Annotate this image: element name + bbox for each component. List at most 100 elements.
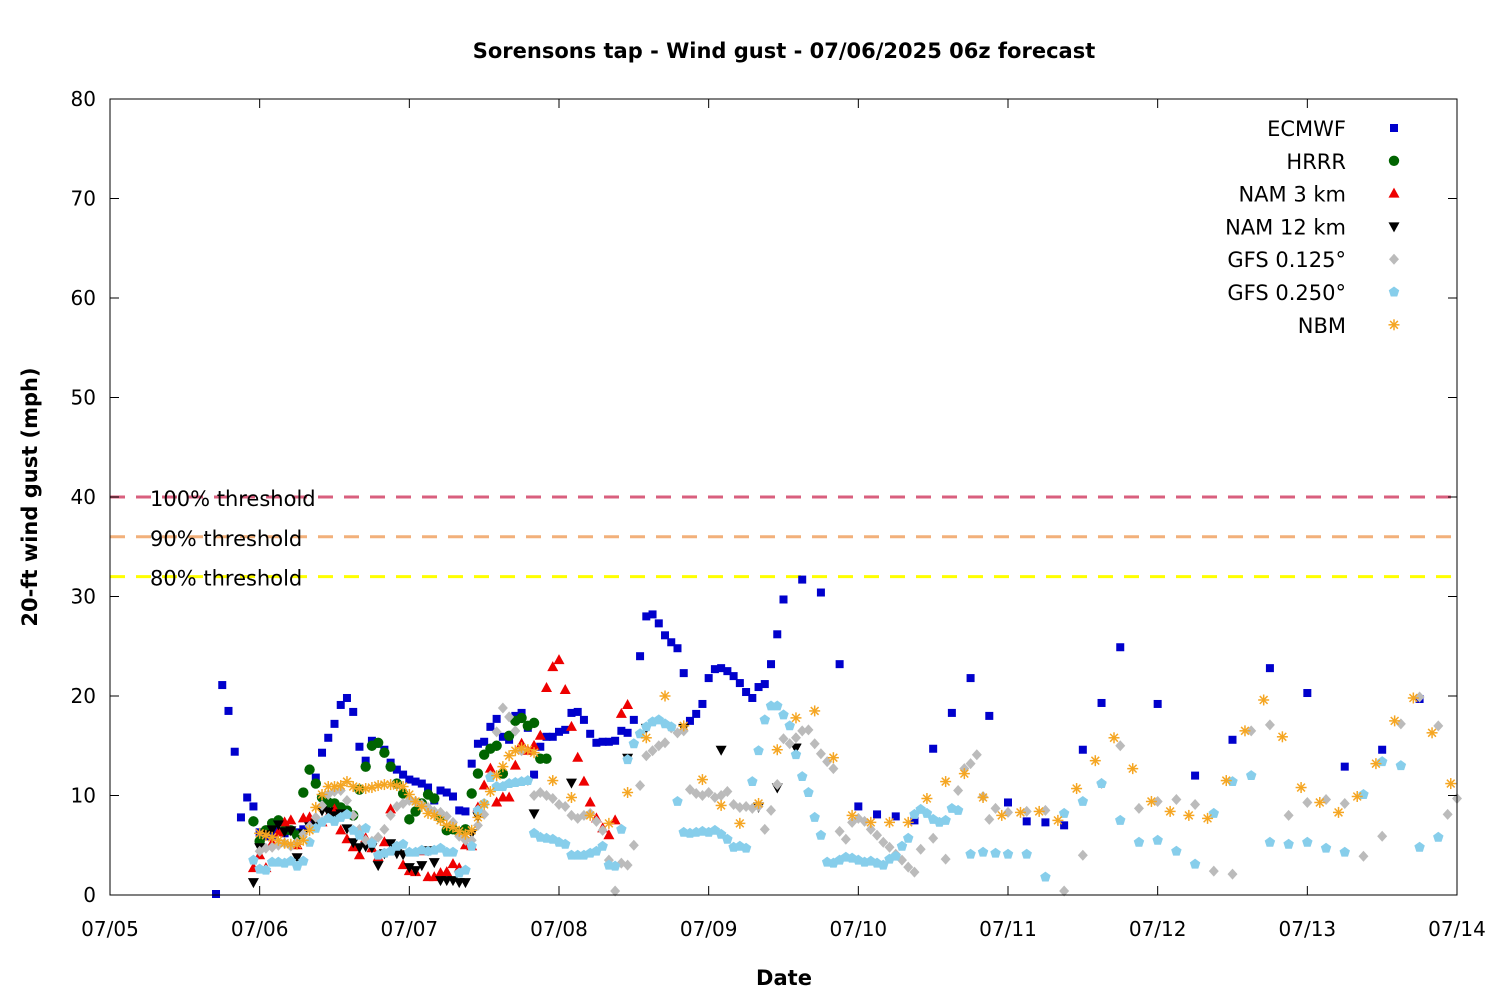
data-point	[1077, 849, 1088, 861]
x-tick-label: 07/13	[1279, 917, 1337, 941]
data-point	[236, 813, 245, 822]
data-point	[734, 817, 746, 829]
data-point	[760, 680, 769, 689]
data-point	[603, 829, 615, 840]
data-point	[1116, 643, 1125, 652]
data-point	[1127, 763, 1139, 775]
y-tick-label: 30	[71, 585, 96, 609]
data-point	[1041, 818, 1050, 827]
data-point	[410, 806, 421, 817]
data-point	[872, 829, 883, 841]
data-point	[567, 708, 576, 717]
y-tick-label: 20	[71, 684, 96, 708]
data-point	[617, 726, 626, 735]
data-point	[1303, 689, 1312, 698]
data-point	[636, 652, 645, 661]
data-point	[715, 828, 727, 839]
legend-label: GFS 0.125°	[1227, 248, 1346, 272]
data-point	[553, 654, 565, 665]
data-points	[212, 575, 1462, 899]
data-point	[347, 824, 359, 835]
data-point	[504, 711, 515, 723]
data-point	[1333, 806, 1345, 818]
data-point	[366, 837, 378, 848]
data-point	[416, 861, 428, 872]
data-point	[447, 821, 459, 833]
data-point	[503, 750, 515, 762]
data-point	[497, 702, 508, 714]
data-point	[771, 744, 783, 756]
x-tick-label: 07/06	[231, 917, 289, 941]
data-point	[1264, 836, 1276, 847]
data-point	[466, 824, 478, 836]
data-point	[628, 839, 639, 851]
data-point	[1096, 778, 1107, 789]
data-point	[243, 793, 252, 802]
data-point	[890, 850, 901, 861]
data-point	[635, 780, 646, 792]
data-point	[361, 756, 370, 765]
data-point	[322, 807, 334, 818]
data-point	[1097, 698, 1106, 707]
data-point	[378, 836, 390, 847]
data-point	[510, 725, 521, 737]
data-point	[304, 764, 315, 775]
data-point	[336, 700, 345, 709]
data-point	[372, 737, 384, 748]
data-point	[1302, 836, 1313, 847]
legend-marker	[1388, 286, 1400, 297]
data-point	[1078, 745, 1087, 754]
data-point	[965, 758, 976, 770]
data-point	[472, 811, 484, 823]
data-point	[809, 738, 820, 750]
data-point	[634, 728, 646, 739]
x-tick-label: 07/14	[1428, 917, 1486, 941]
data-point	[672, 795, 683, 806]
data-point	[660, 737, 671, 749]
data-point	[304, 824, 316, 836]
data-point	[435, 814, 447, 826]
data-point	[1060, 821, 1069, 830]
data-point	[285, 826, 297, 837]
data-point	[498, 732, 507, 741]
data-point	[604, 737, 613, 746]
data-point	[478, 779, 490, 790]
data-point	[403, 863, 415, 874]
data-point	[379, 747, 390, 758]
data-point	[247, 878, 259, 889]
data-point	[698, 699, 707, 708]
data-point	[484, 762, 496, 773]
data-point	[996, 809, 1008, 821]
data-point	[778, 709, 789, 720]
data-point	[385, 779, 397, 791]
data-point	[809, 705, 821, 717]
data-point	[878, 836, 889, 848]
data-point	[360, 783, 372, 795]
data-point	[547, 775, 559, 787]
data-point	[1202, 812, 1214, 824]
data-point	[772, 700, 783, 711]
data-point	[1115, 814, 1126, 825]
data-point	[1183, 809, 1195, 821]
data-point	[480, 737, 489, 746]
data-point	[335, 824, 347, 835]
data-point	[902, 816, 914, 828]
data-point	[1358, 850, 1369, 862]
data-point	[405, 775, 414, 784]
data-point	[555, 727, 563, 736]
data-point	[573, 707, 582, 716]
data-point	[503, 730, 515, 741]
data-point	[1227, 868, 1238, 880]
data-point	[355, 742, 364, 751]
data-point	[790, 732, 801, 744]
x-tick-label: 07/07	[381, 917, 439, 941]
series-nbm	[254, 690, 1457, 850]
data-point	[448, 792, 457, 801]
data-point	[740, 842, 752, 853]
data-point	[248, 816, 259, 827]
legend-label: ECMWF	[1267, 117, 1346, 141]
data-point	[347, 838, 359, 849]
data-point	[516, 712, 527, 724]
data-point	[592, 738, 601, 747]
data-point	[779, 595, 788, 604]
